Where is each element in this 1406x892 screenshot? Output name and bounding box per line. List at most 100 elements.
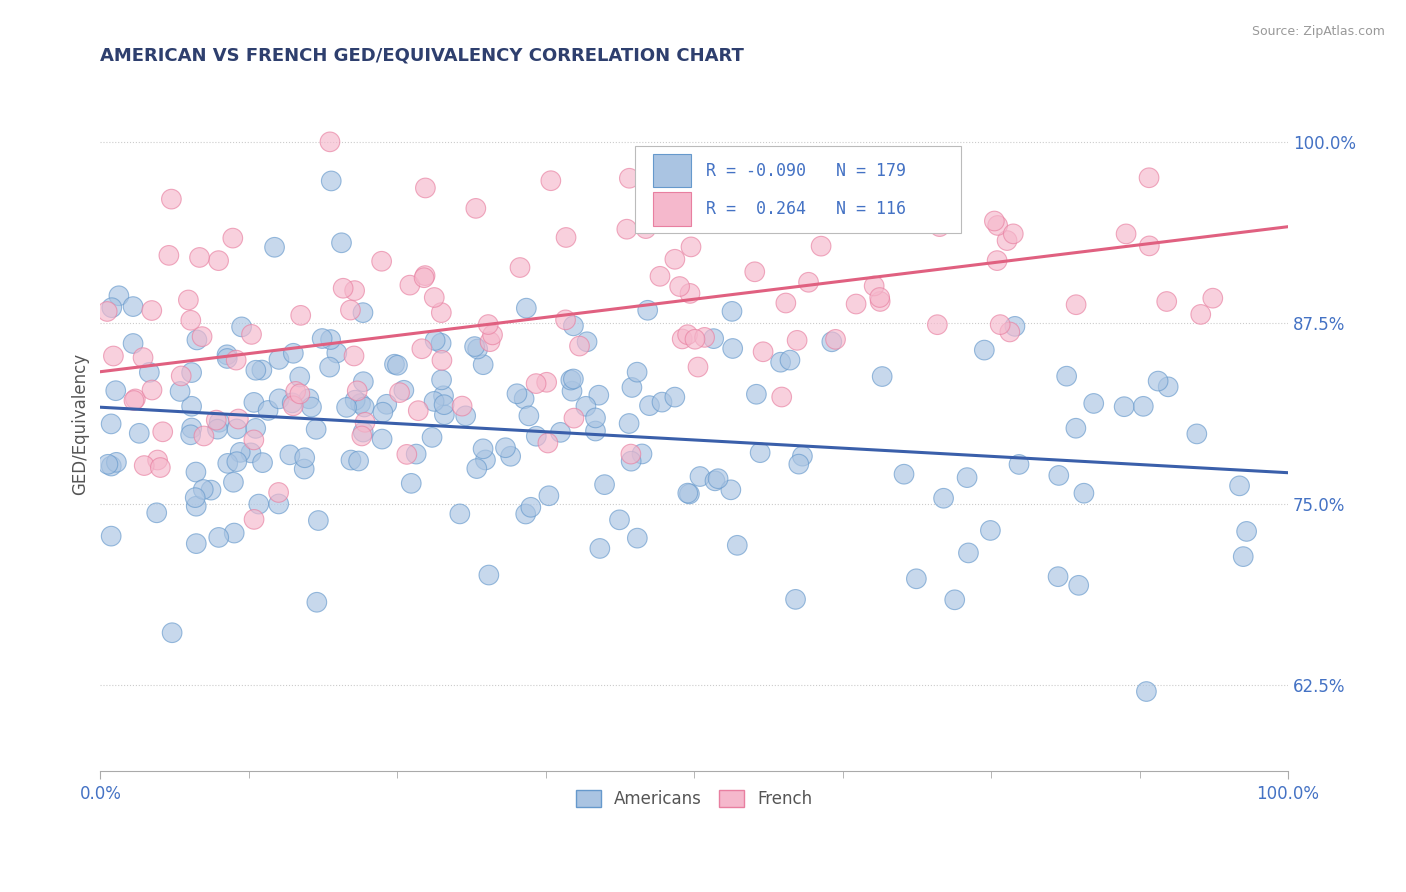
Point [1064, 421, 1087, 435]
Point [638, 399, 661, 413]
Point [288, 387, 311, 401]
Point [269, 392, 291, 406]
Point [983, 214, 1005, 228]
Point [141, 383, 163, 397]
Point [200, 483, 222, 497]
Point [180, 399, 202, 413]
Point [927, 318, 949, 332]
Point [208, 530, 231, 544]
Point [207, 422, 229, 436]
Point [626, 531, 648, 545]
Point [1083, 396, 1105, 410]
Point [620, 454, 643, 468]
Point [689, 469, 711, 483]
Point [425, 334, 447, 348]
Point [186, 500, 208, 514]
Point [676, 327, 699, 342]
Point [679, 240, 702, 254]
Point [430, 305, 453, 319]
Point [100, 417, 122, 431]
Point [184, 465, 207, 479]
Point [800, 162, 823, 177]
Point [451, 399, 474, 413]
Point [149, 460, 172, 475]
Point [245, 421, 267, 435]
Point [474, 453, 496, 467]
Point [472, 358, 495, 372]
Point [1156, 294, 1178, 309]
Point [267, 485, 290, 500]
Point [988, 318, 1011, 332]
Legend: Americans, French: Americans, French [569, 784, 820, 815]
Point [401, 476, 423, 491]
Point [770, 390, 793, 404]
Point [177, 293, 200, 307]
Point [128, 426, 150, 441]
Point [1202, 291, 1225, 305]
Point [555, 230, 578, 244]
Point [524, 376, 547, 391]
Point [676, 486, 699, 500]
Point [169, 384, 191, 399]
Point [433, 408, 456, 422]
Point [340, 453, 363, 467]
Point [208, 415, 231, 429]
Point [145, 506, 167, 520]
Point [191, 329, 214, 343]
Point [186, 536, 208, 550]
Point [779, 353, 801, 368]
Point [344, 393, 367, 408]
Point [744, 265, 766, 279]
Point [298, 392, 321, 406]
Point [288, 370, 311, 384]
Point [97, 458, 120, 472]
Point [1185, 426, 1208, 441]
Point [170, 368, 193, 383]
Point [588, 388, 610, 402]
Point [465, 461, 488, 475]
Point [928, 219, 950, 234]
Point [863, 279, 886, 293]
Point [803, 200, 825, 214]
Point [775, 296, 797, 310]
Point [870, 369, 893, 384]
FancyBboxPatch shape [634, 146, 962, 233]
Point [228, 412, 250, 426]
Point [292, 462, 315, 476]
Point [620, 380, 643, 394]
Point [141, 303, 163, 318]
Point [278, 448, 301, 462]
Point [987, 219, 1010, 233]
Point [1137, 239, 1160, 253]
Point [973, 343, 995, 357]
Point [229, 445, 252, 459]
Point [371, 432, 394, 446]
Point [540, 174, 562, 188]
Point [478, 568, 501, 582]
Point [787, 457, 810, 471]
Point [105, 455, 128, 469]
Point [186, 333, 208, 347]
Point [100, 458, 122, 473]
Point [562, 372, 585, 386]
Point [506, 386, 529, 401]
Point [343, 284, 366, 298]
Point [146, 453, 169, 467]
Point [464, 340, 486, 354]
Point [707, 472, 730, 486]
Point [252, 456, 274, 470]
Point [467, 342, 489, 356]
Point [321, 174, 343, 188]
Point [100, 529, 122, 543]
Point [792, 449, 814, 463]
Point [250, 363, 273, 377]
Point [346, 384, 368, 398]
Point [1236, 524, 1258, 539]
Point [326, 346, 349, 360]
Point [664, 390, 686, 404]
Point [222, 231, 245, 245]
Point [305, 595, 328, 609]
Point [160, 192, 183, 206]
Point [956, 470, 979, 484]
Point [392, 384, 415, 398]
